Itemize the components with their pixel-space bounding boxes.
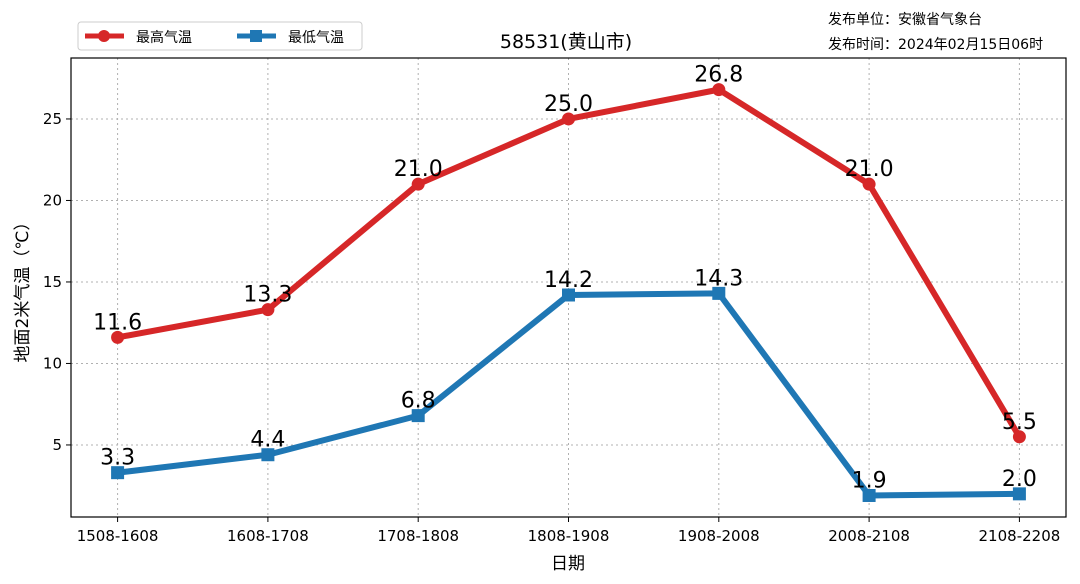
data-label: 4.4 — [250, 428, 285, 453]
data-label: 1.9 — [852, 468, 887, 493]
data-point-circle — [712, 83, 726, 97]
data-point-square — [1012, 487, 1026, 501]
data-point-square — [261, 448, 275, 462]
y-tick-label: 25 — [43, 110, 62, 128]
data-point-square — [862, 488, 876, 502]
data-label: 21.0 — [394, 157, 443, 182]
y-tick-label: 20 — [43, 191, 62, 209]
data-point-square — [111, 466, 125, 480]
y-axis-label: 地面2米气温（℃） — [13, 214, 33, 363]
y-tick-label: 15 — [43, 273, 62, 291]
data-label: 26.8 — [694, 63, 743, 88]
data-point-square — [562, 288, 575, 302]
x-tick-label: 2008-2108 — [828, 527, 910, 545]
y-tick-label: 10 — [43, 354, 62, 372]
data-point-square — [411, 409, 425, 423]
legend-label-min: 最低气温 — [288, 30, 344, 46]
x-tick-label: 1508-1608 — [77, 527, 159, 545]
legend-box — [77, 21, 363, 51]
data-point-circle — [261, 303, 275, 317]
data-point-circle — [1012, 430, 1026, 444]
legend-marker-square-icon — [250, 30, 262, 42]
data-point-circle — [411, 177, 425, 191]
data-point-square — [712, 286, 726, 300]
data-label: 25.0 — [544, 92, 593, 117]
legend: 最高气温 最低气温 — [77, 21, 363, 51]
data-label: 3.3 — [100, 446, 135, 471]
data-label: 11.6 — [93, 310, 142, 335]
data-label: 2.0 — [1002, 467, 1037, 492]
publisher-text: 发布单位：安徽省气象台 — [828, 12, 982, 28]
axis-ticks: 1508-1608 1608-1708 1708-1808 1808-1908 1908… — [43, 110, 1060, 545]
data-label: 21.0 — [845, 157, 894, 182]
grid — [71, 58, 1066, 517]
x-tick-label: 1908-2008 — [678, 527, 760, 545]
data-label: 14.2 — [544, 268, 593, 293]
x-tick-label: 2108-2208 — [979, 527, 1061, 545]
y-tick-label: 5 — [52, 436, 62, 454]
data-point-circle — [111, 330, 125, 344]
data-point-circle — [862, 177, 876, 191]
series-layer: 11.6 13.3 21.0 25.0 26.8 21.0 5.5 3.3 4.4 6.8 14.2… — [93, 63, 1037, 502]
data-label: 6.8 — [401, 389, 436, 414]
x-tick-label: 1708-1808 — [377, 527, 459, 545]
x-tick-label: 1808-1908 — [528, 527, 610, 545]
data-label: 14.3 — [694, 266, 743, 291]
data-label: 5.5 — [1002, 410, 1037, 435]
legend-marker-circle-icon — [98, 30, 110, 42]
x-tick-label: 1608-1708 — [227, 527, 309, 545]
x-axis-label: 日期 — [551, 554, 585, 574]
data-point-circle — [562, 112, 575, 126]
chart-title: 58531(黄山市) — [500, 31, 632, 53]
publish-time-text: 发布时间：2024年02月15日06时 — [828, 37, 1043, 53]
legend-label-max: 最高气温 — [136, 29, 192, 46]
data-label: 13.3 — [243, 283, 292, 308]
